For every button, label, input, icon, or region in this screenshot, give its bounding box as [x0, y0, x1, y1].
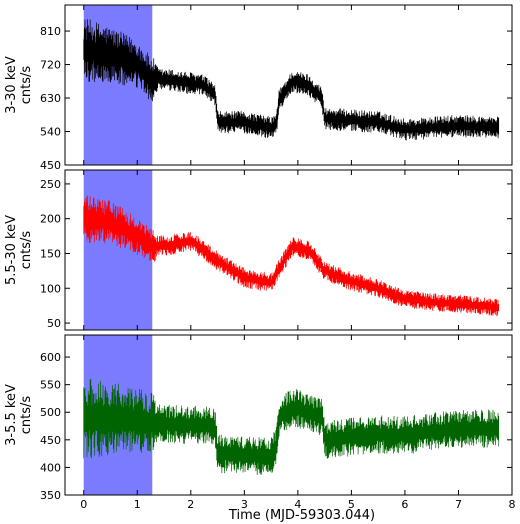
y-axis-label-3-30-kev: cnts/s: [19, 66, 34, 105]
panel-frame-5-5-30-kev: [64, 169, 513, 331]
y-tick-label: 500: [40, 406, 61, 419]
light-curve-3-5-5-kev: [83, 378, 500, 475]
x-axis-label: Time (MJD-59303.044): [228, 508, 375, 523]
y-tick-label: 450: [40, 159, 61, 172]
x-tick-label: 5: [348, 498, 355, 511]
x-tick-label: 3: [241, 498, 248, 511]
y-tick-label: 350: [40, 489, 61, 502]
y-tick-label: 100: [40, 282, 61, 295]
y-axis-label-3-30-kev: 3-30 keV: [4, 56, 19, 114]
y-tick-label: 810: [40, 25, 61, 38]
x-tick-label: 0: [80, 498, 87, 511]
x-tick-label: 1: [134, 498, 141, 511]
x-tick-label: 6: [401, 498, 408, 511]
y-axis-label-5-5-30-kev: cnts/s: [19, 231, 34, 270]
panel-frame-3-5-5-kev: [64, 334, 513, 496]
y-tick-label: 400: [40, 461, 61, 474]
y-tick-label: 550: [40, 379, 61, 392]
y-tick-label: 630: [40, 92, 61, 105]
y-tick-label: 720: [40, 59, 61, 72]
y-tick-label: 450: [40, 434, 61, 447]
y-tick-label: 50: [47, 317, 61, 330]
x-tick-label: 2: [187, 498, 194, 511]
shaded-interval-3-30-kev: [83, 5, 153, 165]
light-curve-3-30-kev: [83, 19, 500, 141]
y-axis-label-3-5-5-kev: 3-5.5 keV: [4, 384, 19, 446]
panel-frame-3-30-kev: [64, 4, 513, 166]
y-axis-label-3-5-5-kev: cnts/s: [19, 396, 34, 435]
x-tick-label: 8: [509, 498, 516, 511]
y-tick-label: 150: [40, 247, 61, 260]
light-curve-layer: [83, 19, 500, 475]
y-tick-label: 600: [40, 351, 61, 364]
y-tick-label: 200: [40, 213, 61, 226]
x-tick-label: 4: [294, 498, 301, 511]
y-tick-label: 250: [40, 178, 61, 191]
y-tick-label: 540: [40, 126, 61, 139]
light-curve-5-5-30-kev: [83, 195, 500, 317]
axes-frame-layer: [64, 4, 513, 496]
y-axis-label-5-5-30-kev: 5.5-30 keV: [4, 215, 19, 285]
x-tick-label: 7: [455, 498, 462, 511]
shaded-interval-5-5-30-kev: [83, 170, 153, 330]
